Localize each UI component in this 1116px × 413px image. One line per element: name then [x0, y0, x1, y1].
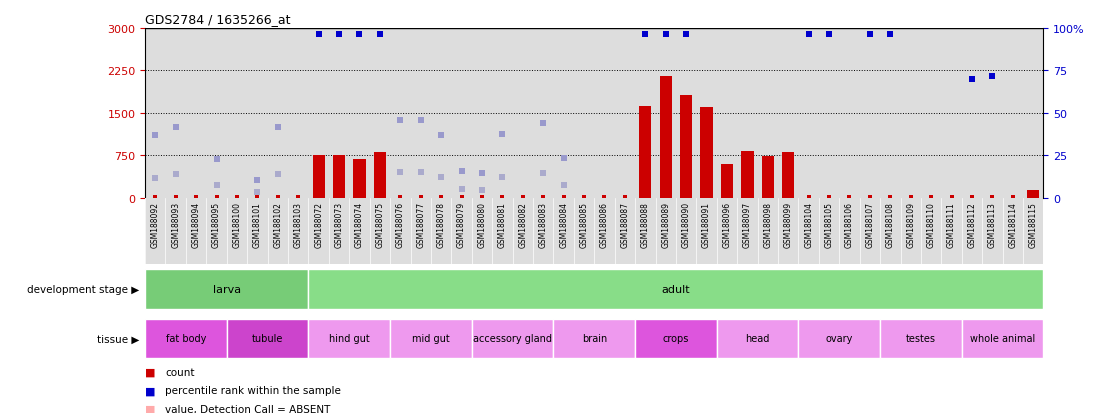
Text: GSM188110: GSM188110 [926, 202, 935, 247]
Text: GSM188114: GSM188114 [1009, 202, 1018, 247]
Text: GSM188091: GSM188091 [702, 202, 711, 247]
Text: GSM188103: GSM188103 [294, 202, 302, 247]
Bar [962, 319, 1043, 358]
Text: GSM188081: GSM188081 [498, 202, 507, 247]
Text: GSM188094: GSM188094 [192, 202, 201, 247]
Bar [145, 269, 308, 309]
Text: GSM188078: GSM188078 [436, 202, 445, 247]
Bar [762, 157, 775, 198]
Bar [701, 108, 713, 198]
Bar [333, 155, 345, 198]
Text: GSM188083: GSM188083 [539, 202, 548, 247]
Text: GSM188108: GSM188108 [886, 202, 895, 247]
Text: tissue ▶: tissue ▶ [97, 334, 140, 344]
Text: value, Detection Call = ABSENT: value, Detection Call = ABSENT [165, 404, 330, 413]
Bar [145, 319, 227, 358]
Text: ■: ■ [145, 385, 155, 395]
Text: ovary: ovary [826, 334, 853, 344]
Bar [554, 319, 635, 358]
Text: fat body: fat body [166, 334, 206, 344]
Bar [391, 319, 472, 358]
Bar [472, 319, 554, 358]
Text: GSM188107: GSM188107 [865, 202, 875, 247]
Text: GSM188100: GSM188100 [232, 202, 241, 247]
Text: GDS2784 / 1635266_at: GDS2784 / 1635266_at [145, 13, 290, 26]
Text: GSM188088: GSM188088 [641, 202, 650, 247]
Text: GSM188079: GSM188079 [458, 202, 466, 247]
Text: hind gut: hind gut [329, 334, 369, 344]
Text: GSM188090: GSM188090 [682, 202, 691, 247]
Text: ■: ■ [145, 404, 155, 413]
Text: GSM188092: GSM188092 [151, 202, 160, 247]
Bar [680, 95, 692, 198]
Bar [716, 319, 798, 358]
Bar [308, 319, 391, 358]
Text: GSM188101: GSM188101 [253, 202, 262, 247]
Bar [312, 155, 325, 198]
Text: whole animal: whole animal [970, 334, 1036, 344]
Text: larva: larva [213, 284, 241, 294]
Bar [374, 153, 386, 198]
Bar [308, 269, 1043, 309]
Text: GSM188087: GSM188087 [620, 202, 629, 247]
Text: GSM188097: GSM188097 [743, 202, 752, 247]
Text: GSM188115: GSM188115 [1029, 202, 1038, 247]
Bar [660, 77, 672, 198]
Text: GSM188072: GSM188072 [314, 202, 324, 247]
Bar [721, 165, 733, 198]
Bar [635, 319, 716, 358]
Text: GSM188099: GSM188099 [783, 202, 792, 247]
Bar [639, 107, 652, 198]
Text: brain: brain [581, 334, 607, 344]
Text: GSM188113: GSM188113 [988, 202, 997, 247]
Bar [1027, 191, 1039, 198]
Text: GSM188076: GSM188076 [396, 202, 405, 247]
Text: GSM188082: GSM188082 [518, 202, 527, 247]
Text: GSM188104: GSM188104 [805, 202, 814, 247]
Text: GSM188084: GSM188084 [559, 202, 568, 247]
Text: accessory gland: accessory gland [473, 334, 552, 344]
Text: GSM188086: GSM188086 [600, 202, 609, 247]
Text: GSM188089: GSM188089 [662, 202, 671, 247]
Text: percentile rank within the sample: percentile rank within the sample [165, 385, 341, 395]
Text: adult: adult [662, 284, 691, 294]
Bar [881, 319, 962, 358]
Text: crops: crops [663, 334, 689, 344]
Text: ■: ■ [145, 367, 155, 377]
Bar [798, 319, 881, 358]
Text: GSM188074: GSM188074 [355, 202, 364, 247]
Text: development stage ▶: development stage ▶ [27, 284, 140, 294]
Text: GSM188085: GSM188085 [579, 202, 588, 247]
Text: GSM188093: GSM188093 [171, 202, 180, 247]
Text: GSM188095: GSM188095 [212, 202, 221, 247]
Text: GSM188075: GSM188075 [375, 202, 384, 247]
Bar [741, 152, 753, 198]
Text: GSM188105: GSM188105 [825, 202, 834, 247]
Text: testes: testes [906, 334, 936, 344]
Text: head: head [745, 334, 770, 344]
Text: GSM188111: GSM188111 [947, 202, 956, 247]
Text: count: count [165, 367, 194, 377]
Text: GSM188109: GSM188109 [906, 202, 915, 247]
Text: tubule: tubule [252, 334, 283, 344]
Bar [782, 152, 795, 198]
Bar [227, 319, 308, 358]
Text: GSM188077: GSM188077 [416, 202, 425, 247]
Text: GSM188080: GSM188080 [478, 202, 487, 247]
Text: mid gut: mid gut [412, 334, 450, 344]
Bar [354, 160, 366, 198]
Text: GSM188112: GSM188112 [968, 202, 976, 247]
Text: GSM188102: GSM188102 [273, 202, 282, 247]
Text: GSM188096: GSM188096 [722, 202, 731, 247]
Text: GSM188098: GSM188098 [763, 202, 772, 247]
Text: GSM188073: GSM188073 [335, 202, 344, 247]
Text: GSM188106: GSM188106 [845, 202, 854, 247]
